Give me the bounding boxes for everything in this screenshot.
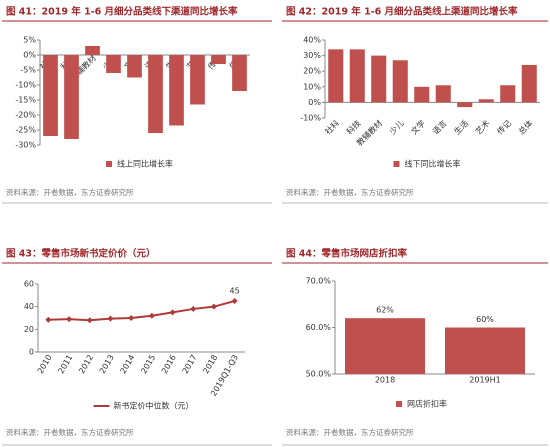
legend-swatch [396, 401, 402, 407]
y-tick-label: -30% [15, 141, 36, 150]
bar [435, 85, 451, 103]
x-tick-label: 2015 [139, 353, 157, 375]
bar [349, 49, 365, 103]
chart-title: 图 43：零售市场新书定价价（元） [6, 248, 156, 260]
bar [521, 64, 537, 103]
chart-title: 图 42：2019 年 1-6 月细分品类线上渠道同比增长率 [286, 6, 518, 18]
legend-swatch [393, 161, 400, 167]
marker [128, 315, 135, 321]
y-tick-label: 70.0% [306, 277, 332, 286]
value-label: 60% [476, 315, 494, 324]
bar [478, 99, 494, 103]
line [48, 300, 235, 322]
legend-label: 网店折扣率 [407, 399, 447, 409]
source: 资料来源：开卷数据，东方证券研究所 [286, 427, 414, 437]
x-tick-label: 总体 [516, 118, 534, 136]
y-tick-label: 50.0% [306, 370, 332, 379]
source: 资料来源：开卷数据，东方证券研究所 [6, 187, 134, 197]
bar [371, 55, 387, 103]
x-tick-label: 2019H1 [469, 376, 500, 385]
y-tick-label: 40% [303, 36, 321, 45]
bar [500, 85, 516, 103]
x-tick-label: 2011 [56, 353, 74, 375]
bar [232, 55, 247, 91]
x-tick-label: 生活 [452, 118, 470, 136]
bar [345, 318, 425, 374]
marker [66, 316, 73, 323]
marker [190, 305, 197, 312]
marker [148, 312, 155, 319]
y-tick-label: 20 [24, 325, 34, 334]
value-label: 45 [230, 287, 240, 296]
bar [106, 55, 121, 73]
y-tick-label: -5% [20, 66, 36, 75]
bar [190, 55, 205, 105]
bar [169, 55, 184, 126]
x-tick-label: 2016 [160, 353, 178, 375]
bar [414, 86, 430, 103]
legend-label: 线下同比增长率 [405, 159, 461, 169]
y-tick-label: 30% [303, 51, 321, 60]
y-tick-label: 5% [23, 36, 36, 45]
x-tick-label: 传记 [495, 118, 513, 136]
x-tick-label: 2013 [98, 353, 116, 375]
legend-label: 线上同比增长率 [117, 159, 173, 169]
x-tick-label: 2017 [181, 353, 199, 375]
legend-label: 新书定价中位数（元） [114, 401, 194, 411]
x-tick-label: 少儿 [388, 119, 406, 137]
x-tick-label: 2014 [119, 353, 137, 375]
bar [392, 60, 408, 103]
y-tick-label: -20% [15, 111, 36, 120]
y-tick-label: 0 [29, 348, 34, 357]
x-tick-label: 2010 [36, 353, 54, 375]
x-tick-label: 语言 [430, 118, 448, 136]
source: 资料来源：开卷数据，东方证券研究所 [286, 187, 414, 197]
bar [457, 102, 473, 108]
marker [210, 303, 217, 310]
bar [328, 49, 344, 103]
x-tick-label: 2018 [375, 376, 395, 385]
y-tick-label: 0% [23, 51, 36, 60]
source: 资料来源：开卷数据，东方证券研究所 [6, 427, 134, 437]
chart-title: 图 41：2019 年 1-6 月细分品类线下渠道同比增长率 [6, 6, 238, 18]
y-tick-label: 60 [24, 280, 34, 289]
x-tick-label: 社科 [323, 118, 341, 136]
bar [211, 55, 226, 64]
marker [107, 315, 114, 322]
y-tick-label: 10% [303, 82, 321, 91]
legend-swatch [106, 161, 112, 167]
x-tick-label: 文学 [409, 118, 427, 136]
x-tick-label: 科技 [344, 118, 362, 136]
bar [445, 327, 525, 374]
marker [45, 316, 52, 323]
bar [148, 55, 163, 133]
y-tick-label: -10% [300, 114, 321, 123]
bar [64, 55, 79, 139]
bar [127, 55, 142, 78]
x-tick-label: 艺术 [473, 118, 491, 136]
marker [231, 298, 238, 304]
y-tick-label: -25% [15, 126, 36, 135]
marker [169, 309, 176, 316]
y-tick-label: -15% [15, 96, 36, 105]
y-tick-label: 20% [303, 67, 321, 76]
bar [85, 46, 100, 55]
y-tick-label: -10% [15, 81, 36, 90]
bar [43, 55, 58, 136]
y-tick-label: 0% [308, 98, 321, 107]
marker [86, 317, 93, 324]
y-tick-label: 40 [24, 302, 34, 311]
value-label: 62% [376, 306, 394, 315]
chart-title: 图 44：零售市场网店折扣率 [286, 248, 408, 260]
x-tick-label: 2012 [77, 353, 95, 375]
y-tick-label: 60.0% [306, 323, 332, 332]
x-tick-label: 2018 [201, 353, 219, 375]
